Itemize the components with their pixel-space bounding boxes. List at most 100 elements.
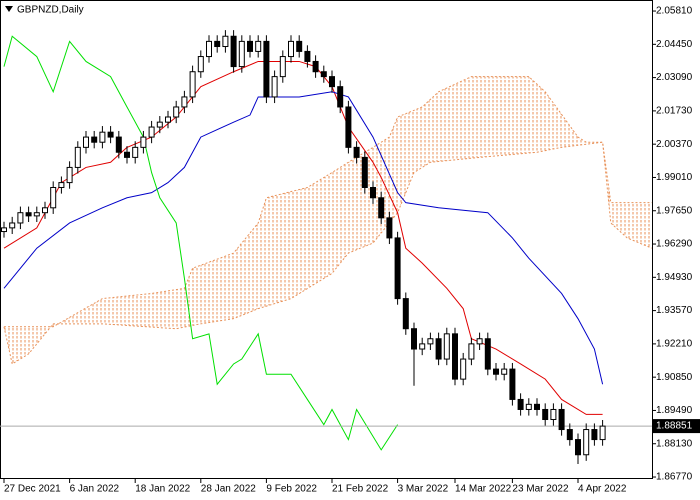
y-tick-label: 1.92210 bbox=[656, 339, 693, 350]
indicator-line bbox=[3, 91, 604, 385]
candle-body bbox=[222, 35, 229, 48]
candle-body bbox=[386, 217, 393, 239]
x-tick-label: 21 Feb 2022 bbox=[332, 484, 389, 495]
candle-body bbox=[173, 106, 180, 118]
candle-body bbox=[304, 50, 311, 62]
candle-body bbox=[197, 56, 204, 73]
candle-body bbox=[115, 136, 122, 153]
candle-body bbox=[206, 40, 212, 58]
candle-body bbox=[427, 338, 434, 345]
candle-body bbox=[566, 429, 573, 441]
candle-body bbox=[329, 76, 335, 88]
y-tick-label: 2.03090 bbox=[656, 72, 693, 83]
x-tick-label: 9 Feb 2022 bbox=[266, 484, 317, 495]
candle-body bbox=[493, 368, 499, 375]
candle-body bbox=[320, 71, 327, 78]
candle-body bbox=[50, 186, 57, 209]
candle-body bbox=[525, 403, 532, 410]
x-tick-label: 3 Mar 2022 bbox=[398, 484, 449, 495]
x-tick-label: 27 Dec 2021 bbox=[4, 484, 61, 495]
cloud-span bbox=[4, 76, 652, 328]
candle-body bbox=[181, 96, 188, 108]
y-tick-label: 1.88130 bbox=[656, 438, 693, 449]
menu-triangle bbox=[5, 6, 13, 12]
candle-body bbox=[583, 429, 590, 456]
candle-body bbox=[370, 186, 376, 199]
candle-body bbox=[419, 343, 426, 350]
candle-body bbox=[263, 40, 270, 98]
candle-body bbox=[124, 151, 130, 158]
candle-body bbox=[58, 182, 65, 188]
candle-body bbox=[484, 338, 491, 370]
candle-body bbox=[476, 338, 483, 345]
candle-body bbox=[140, 136, 147, 148]
candle-body bbox=[353, 146, 360, 158]
candle-body bbox=[558, 408, 565, 431]
y-tick-label: 1.93570 bbox=[656, 305, 693, 316]
y-tick-label: 1.94930 bbox=[656, 272, 693, 283]
candle-body bbox=[214, 40, 221, 48]
x-tick-label: 18 Jan 2022 bbox=[135, 484, 190, 495]
y-tick-label: 1.86770 bbox=[656, 472, 693, 483]
candle-body bbox=[517, 398, 524, 410]
candle-body bbox=[378, 197, 385, 219]
candle-body bbox=[312, 60, 319, 73]
x-tick-label: 14 Mar 2022 bbox=[455, 484, 512, 495]
candle-body bbox=[443, 333, 450, 360]
candle-body bbox=[99, 131, 106, 143]
current-price-label: 1.88851 bbox=[656, 421, 693, 432]
candle-body bbox=[25, 212, 32, 217]
x-tick-label: 4 Apr 2022 bbox=[578, 484, 627, 495]
x-tick-label: 6 Jan 2022 bbox=[70, 484, 120, 495]
candle-body bbox=[542, 408, 549, 421]
x-tick-label: 28 Jan 2022 bbox=[201, 484, 256, 495]
candle-body bbox=[271, 76, 278, 98]
candle-body bbox=[460, 358, 467, 380]
candle-body bbox=[238, 40, 245, 68]
y-tick-label: 1.90850 bbox=[656, 372, 693, 383]
candle-body bbox=[9, 222, 16, 229]
candle-body bbox=[509, 368, 516, 400]
candle-body bbox=[156, 121, 163, 128]
candle-body bbox=[591, 429, 598, 441]
candle-body bbox=[501, 368, 508, 375]
y-tick-label: 1.89490 bbox=[656, 405, 693, 416]
candle-body bbox=[402, 298, 409, 330]
candle-body bbox=[132, 146, 139, 158]
y-tick-label: 2.00370 bbox=[656, 139, 693, 150]
y-tick-label: 1.99010 bbox=[656, 172, 693, 183]
candle-body bbox=[411, 328, 417, 350]
candle-body bbox=[148, 126, 155, 138]
y-tick-label: 2.05810 bbox=[656, 6, 693, 17]
y-tick-label: 2.04450 bbox=[656, 39, 693, 50]
candle-body bbox=[17, 212, 24, 224]
candle-body bbox=[83, 136, 89, 148]
cloud-span bbox=[3, 141, 652, 365]
candle-body bbox=[230, 35, 237, 68]
y-tick-label: 1.97650 bbox=[656, 205, 693, 216]
candle-body bbox=[42, 207, 48, 214]
candle-body bbox=[33, 212, 40, 217]
candle-body bbox=[361, 156, 368, 188]
candle-body bbox=[534, 403, 540, 410]
cloud-fill bbox=[4, 76, 652, 364]
candle-body bbox=[345, 106, 352, 148]
indicator-line bbox=[3, 35, 399, 451]
price-label-bg bbox=[652, 419, 700, 434]
candle-body bbox=[66, 166, 73, 184]
candle-body bbox=[550, 408, 557, 421]
candle-body bbox=[468, 343, 475, 360]
y-tick-label: 1.96290 bbox=[656, 239, 693, 250]
candle-body bbox=[288, 40, 294, 58]
candle-body bbox=[337, 86, 344, 108]
candle-body bbox=[74, 146, 81, 168]
y-tick-label: 2.01730 bbox=[656, 106, 693, 117]
candle-body bbox=[279, 56, 286, 78]
candle-body bbox=[165, 116, 171, 123]
candle-body bbox=[255, 40, 262, 52]
candle-body bbox=[247, 40, 253, 52]
candle-body bbox=[599, 425, 606, 441]
candle-body bbox=[452, 333, 458, 380]
chart-title: GBPNZD,Daily bbox=[17, 5, 84, 16]
